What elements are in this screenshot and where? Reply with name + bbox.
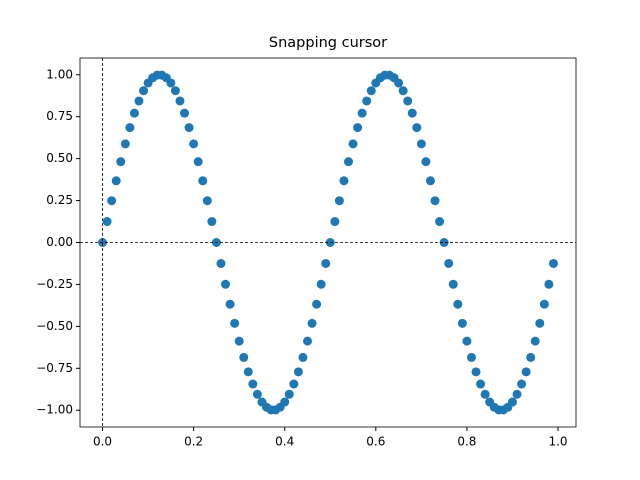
point bbox=[517, 379, 527, 389]
y-tick-label: −0.50 bbox=[36, 319, 73, 333]
point bbox=[239, 352, 249, 362]
point bbox=[457, 318, 467, 328]
point bbox=[252, 389, 262, 399]
point bbox=[125, 123, 135, 133]
point bbox=[284, 389, 294, 399]
point bbox=[216, 258, 226, 268]
point bbox=[307, 318, 317, 328]
point bbox=[293, 367, 303, 377]
point bbox=[111, 176, 121, 186]
x-tick-label: 1.0 bbox=[548, 435, 567, 449]
point bbox=[334, 196, 344, 206]
point bbox=[225, 299, 235, 309]
point bbox=[444, 258, 454, 268]
point bbox=[476, 379, 486, 389]
point bbox=[526, 352, 536, 362]
point bbox=[416, 139, 426, 149]
point bbox=[398, 86, 408, 96]
point bbox=[134, 96, 144, 106]
point bbox=[439, 238, 449, 247]
point bbox=[102, 217, 112, 227]
point bbox=[312, 299, 322, 309]
point bbox=[448, 279, 458, 289]
point bbox=[339, 176, 349, 186]
point bbox=[234, 336, 244, 346]
y-tick-label: 0.00 bbox=[46, 235, 73, 249]
point bbox=[207, 217, 217, 227]
point bbox=[535, 318, 545, 328]
point bbox=[480, 389, 490, 399]
point bbox=[366, 86, 376, 96]
point bbox=[507, 397, 517, 407]
point bbox=[412, 123, 422, 133]
point bbox=[221, 279, 231, 289]
point bbox=[357, 108, 367, 118]
point bbox=[353, 123, 363, 133]
y-tick-label: 0.75 bbox=[46, 109, 73, 123]
x-tick-label: 0.8 bbox=[457, 435, 476, 449]
y-tick-label: 1.00 bbox=[46, 67, 73, 81]
y-tick-label: −1.00 bbox=[36, 403, 73, 417]
point bbox=[544, 279, 554, 289]
point bbox=[435, 217, 445, 227]
point bbox=[421, 157, 431, 167]
point bbox=[403, 96, 413, 106]
point bbox=[462, 336, 472, 346]
point bbox=[453, 299, 463, 309]
point bbox=[330, 217, 340, 227]
point bbox=[170, 86, 180, 96]
chart-title: Snapping cursor bbox=[269, 35, 387, 51]
x-tick-label: 0.0 bbox=[93, 435, 112, 449]
y-tick-label: −0.75 bbox=[36, 361, 73, 375]
point bbox=[166, 78, 176, 88]
point bbox=[316, 279, 326, 289]
point bbox=[343, 157, 353, 167]
x-tick-label: 0.2 bbox=[184, 435, 203, 449]
point bbox=[116, 157, 126, 167]
point bbox=[289, 379, 299, 389]
point bbox=[298, 352, 308, 362]
point bbox=[394, 78, 404, 88]
point bbox=[466, 352, 476, 362]
point bbox=[407, 108, 417, 118]
point bbox=[248, 379, 258, 389]
x-tick-label: 0.6 bbox=[366, 435, 385, 449]
point bbox=[243, 367, 253, 377]
y-tick-label: −0.25 bbox=[36, 277, 73, 291]
point bbox=[193, 157, 203, 167]
y-tick-label: 0.50 bbox=[46, 151, 73, 165]
point bbox=[107, 196, 117, 206]
point bbox=[303, 336, 313, 346]
point bbox=[180, 108, 190, 118]
point bbox=[129, 108, 139, 118]
point bbox=[175, 96, 185, 106]
point bbox=[139, 86, 149, 96]
point bbox=[530, 336, 540, 346]
point bbox=[512, 389, 522, 399]
point bbox=[198, 176, 208, 186]
point bbox=[321, 258, 331, 268]
point bbox=[120, 139, 130, 149]
x-tick-label: 0.4 bbox=[275, 435, 294, 449]
point bbox=[348, 139, 358, 149]
point bbox=[425, 176, 435, 186]
point bbox=[471, 367, 481, 377]
point bbox=[430, 196, 440, 206]
plot-frame bbox=[79, 57, 577, 428]
point bbox=[539, 299, 549, 309]
point bbox=[362, 96, 372, 106]
y-tick-label: 0.25 bbox=[46, 193, 73, 207]
point bbox=[521, 367, 531, 377]
point bbox=[548, 258, 558, 268]
point bbox=[184, 123, 194, 133]
point bbox=[230, 318, 240, 328]
point bbox=[280, 397, 290, 407]
point bbox=[202, 196, 212, 206]
point bbox=[189, 139, 199, 149]
